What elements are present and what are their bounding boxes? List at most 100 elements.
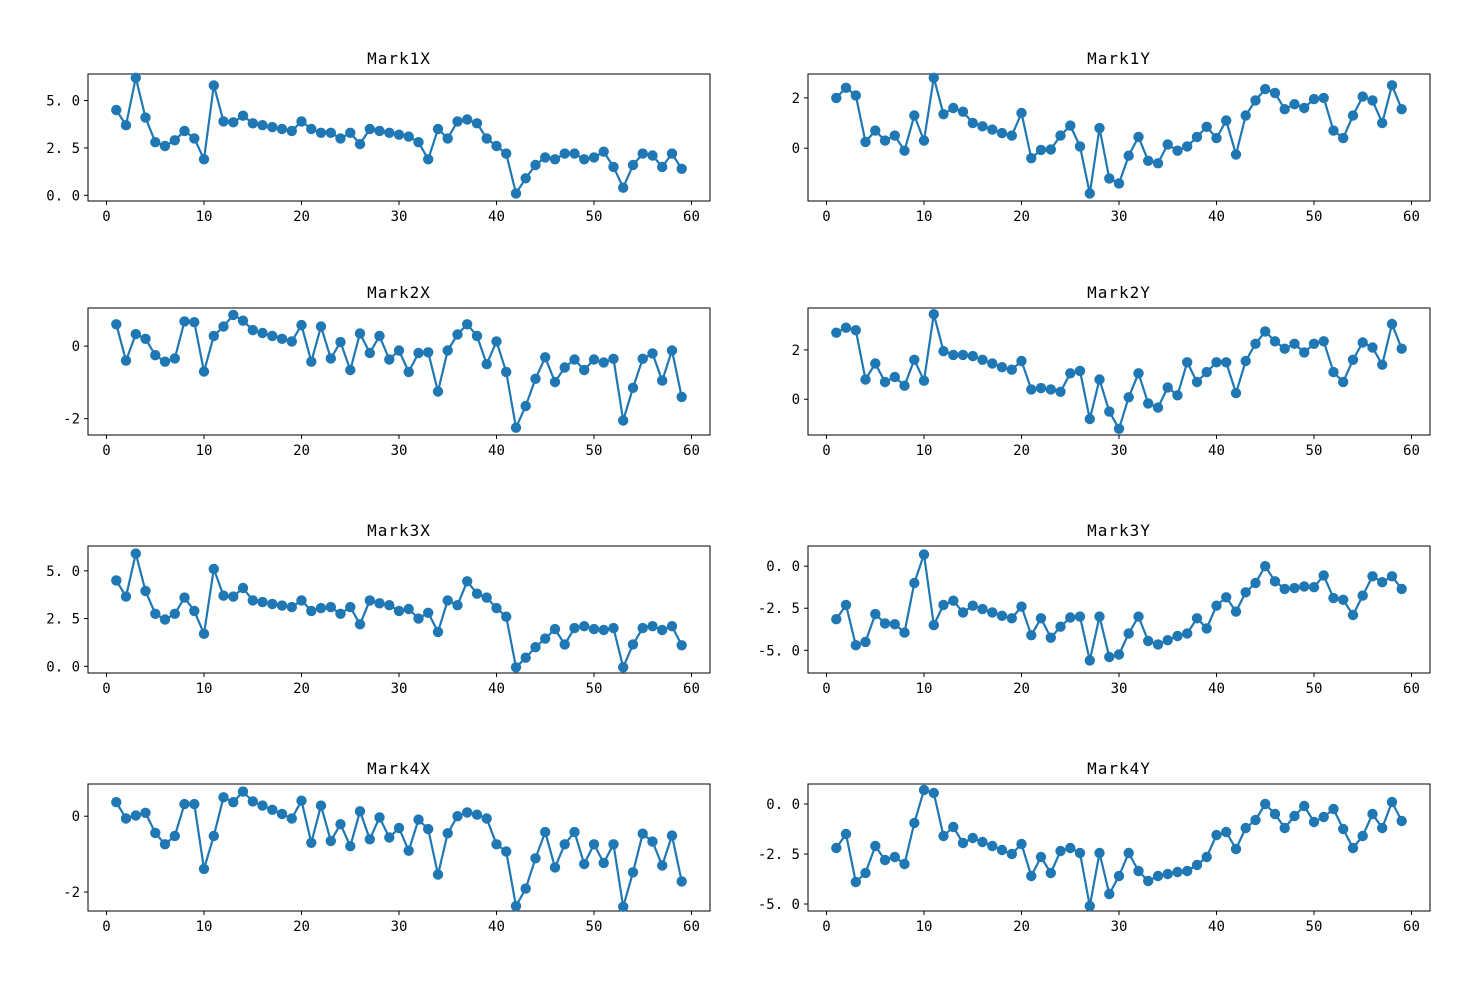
x-tick-label: 0 [102,919,110,935]
data-point-marker [442,133,453,144]
data-point-marker [1211,132,1222,144]
data-point-marker [608,353,619,364]
data-point-marker [1172,866,1183,878]
data-point-marker [111,319,122,330]
data-point-marker [432,869,444,880]
data-point-marker [1260,561,1271,572]
data-point-marker [1299,800,1310,812]
data-point-marker [423,154,434,165]
data-point-marker [384,832,395,843]
data-point-marker [364,595,375,606]
data-point-marker [1162,635,1173,646]
data-point-marker [1045,867,1056,879]
data-point-marker [1016,601,1027,612]
data-point-marker [150,827,161,839]
x-tick-label: 40 [488,443,505,459]
data-point-marker [364,123,375,135]
data-point-marker [1260,798,1271,810]
data-point-marker [899,380,910,391]
data-point-marker [442,345,453,356]
data-point-marker [286,125,297,137]
x-tick-label: 60 [1403,209,1420,225]
data-point-marker [501,366,512,378]
data-point-marker [850,876,861,888]
y-tick-label: 0. 0 [46,659,80,675]
data-point-marker [1074,141,1086,152]
chart-title-mark4y: Mark4Y [1087,759,1151,778]
data-point-marker [325,835,336,847]
data-point-marker [1133,368,1144,379]
data-point-marker [296,595,307,606]
data-point-marker [432,123,444,135]
data-point-marker [1045,144,1056,155]
data-point-marker [1367,571,1378,582]
data-point-marker [315,602,327,614]
data-point-marker [1065,842,1076,854]
data-point-marker [957,837,969,849]
data-point-marker [364,347,375,359]
data-point-marker [1318,92,1329,104]
x-tick-label: 0 [822,443,830,459]
chart-title-mark2y: Mark2Y [1087,283,1151,302]
data-point-marker [1074,365,1086,377]
x-tick-label: 10 [916,209,933,225]
data-point-marker [928,72,939,83]
y-tick-label: 0. 0 [766,797,800,813]
data-point-marker [618,182,629,193]
x-tick-label: 40 [1208,681,1225,697]
data-point-marker [267,330,278,342]
data-point-marker [159,614,171,625]
data-point-marker [987,358,998,369]
data-point-marker [1269,336,1281,347]
data-point-marker [403,845,414,856]
data-point-marker [588,623,600,635]
data-point-marker [481,592,492,603]
data-point-marker [1074,847,1086,859]
data-point-marker [257,596,268,608]
data-point-marker [1035,851,1047,863]
data-point-marker [1250,95,1261,106]
data-point-marker [1094,847,1105,859]
data-point-marker [608,161,619,173]
data-point-marker [130,548,141,559]
chart-plot-mark2y: 0 10 20 30 40 50 60 0 2 [792,307,1431,459]
data-point-marker [140,807,151,818]
data-point-marker [1133,865,1144,877]
x-tick-label: 0 [822,209,830,225]
data-point-marker [996,127,1008,139]
data-point-marker [491,839,502,850]
data-point-marker [948,595,959,606]
data-point-marker [1386,80,1398,91]
data-point-marker [889,851,900,863]
data-point-marker [150,137,161,148]
data-point-marker [1152,639,1164,650]
data-point-marker [1377,822,1388,834]
data-point-marker [179,798,190,810]
data-point-marker [1269,808,1281,820]
data-point-marker [1152,870,1164,882]
data-point-marker [879,854,891,866]
data-point-marker [393,822,405,834]
data-point-marker [909,354,920,365]
y-tick-label: -5. 0 [758,897,800,913]
data-point-marker [189,605,200,617]
data-point-marker [1279,104,1290,115]
data-point-marker [354,619,366,630]
data-point-marker [1065,368,1076,379]
data-point-marker [909,110,920,121]
x-tick-label: 20 [1013,919,1030,935]
data-point-marker [247,118,258,129]
data-point-marker [870,608,881,620]
data-point-marker [169,608,180,619]
x-tick-label: 60 [1403,681,1420,697]
data-point-marker [1269,576,1281,587]
data-point-marker [889,371,900,383]
data-point-marker [237,110,249,121]
data-point-marker [442,595,453,606]
data-point-marker [315,321,327,332]
data-point-marker [559,148,570,159]
data-point-marker [198,154,210,165]
data-point-marker [140,333,151,344]
data-point-marker [159,140,171,152]
data-point-marker [1084,188,1095,199]
